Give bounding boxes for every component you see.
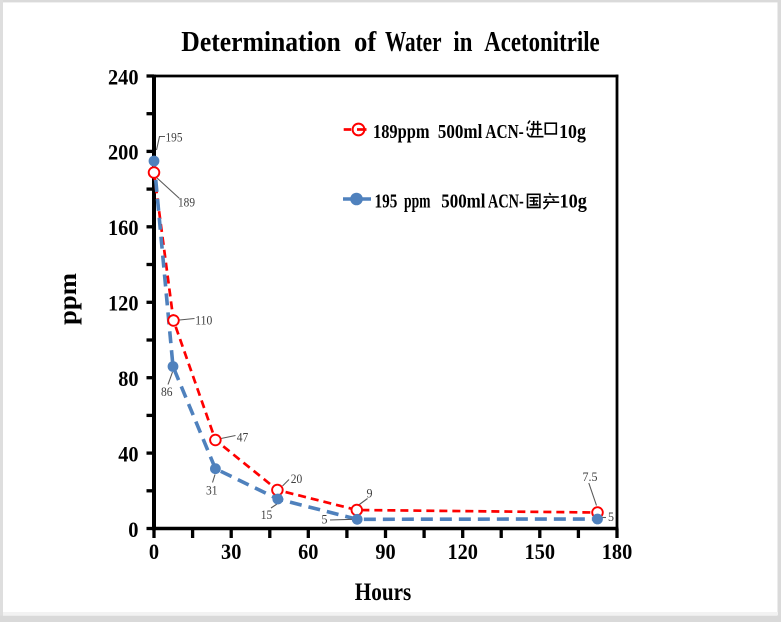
svg-text:0: 0 [128, 517, 138, 542]
svg-text:150: 150 [525, 539, 556, 564]
svg-text:ACN-: ACN- [488, 190, 524, 212]
svg-text:160: 160 [108, 215, 139, 240]
svg-text:60: 60 [298, 539, 318, 564]
svg-text:40: 40 [118, 441, 138, 466]
svg-text:47: 47 [237, 430, 249, 445]
svg-text:195: 195 [375, 190, 398, 212]
svg-text:110: 110 [195, 312, 212, 327]
svg-text:10g: 10g [559, 121, 586, 143]
svg-text:20: 20 [291, 471, 303, 486]
svg-text:5: 5 [608, 509, 614, 524]
svg-text:Hours: Hours [355, 579, 412, 606]
svg-text:120: 120 [108, 291, 139, 316]
svg-text:5: 5 [322, 512, 328, 527]
svg-text:15: 15 [261, 507, 273, 522]
svg-text:189ppm: 189ppm [373, 121, 430, 143]
svg-text:10g: 10g [560, 190, 587, 212]
svg-text:in: in [453, 26, 472, 58]
svg-text:180: 180 [602, 539, 633, 564]
svg-text:120: 120 [447, 539, 478, 564]
svg-text:80: 80 [118, 366, 138, 391]
svg-text:200: 200 [108, 140, 139, 165]
svg-text:Water: Water [385, 26, 442, 58]
svg-text:90: 90 [375, 539, 395, 564]
svg-text:86: 86 [161, 384, 173, 399]
svg-text:30: 30 [221, 539, 241, 564]
svg-text:7.5: 7.5 [583, 469, 598, 484]
svg-text:240: 240 [108, 64, 139, 89]
svg-text:ppm: ppm [55, 273, 82, 325]
svg-text:9: 9 [367, 486, 373, 501]
svg-text:0: 0 [149, 539, 159, 564]
svg-text:31: 31 [206, 483, 218, 498]
svg-text:Determination: Determination [181, 26, 340, 58]
svg-text:500ml: 500ml [441, 190, 485, 212]
svg-text:ppm: ppm [404, 190, 431, 212]
svg-text:189: 189 [178, 195, 195, 210]
svg-text:ACN-: ACN- [485, 121, 523, 143]
svg-text:Acetonitrile: Acetonitrile [484, 26, 600, 58]
svg-text:of: of [354, 26, 377, 58]
svg-text:195: 195 [166, 129, 183, 144]
svg-text:500ml: 500ml [438, 121, 483, 143]
